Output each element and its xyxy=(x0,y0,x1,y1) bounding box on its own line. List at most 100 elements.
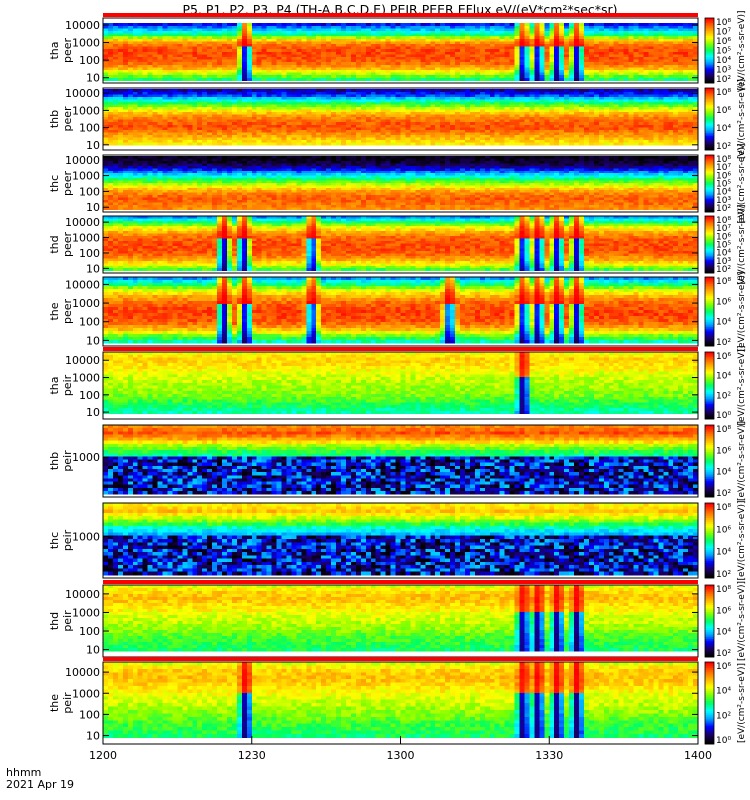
colorbar-tick-label: 10⁶ xyxy=(716,37,731,47)
colorbar-tick-label: 10² xyxy=(716,711,731,721)
panel-instrument-label: peir xyxy=(61,374,74,396)
ytick-label: 10000 xyxy=(65,154,100,167)
colorbar-tick-label: 10⁵ xyxy=(716,47,731,57)
panel-tha-peer: 10000 1000 100 10 tha peer 10⁸10⁷10⁶10⁵10⁴10³1… xyxy=(48,10,747,90)
colorbar-tick-label: 10⁶ xyxy=(716,297,731,307)
plot-frame xyxy=(102,502,699,579)
colorbar-tick-label: 10² xyxy=(716,338,731,348)
colorbar-tick-label: 10⁶ xyxy=(716,525,731,535)
ytick-label: 1000 xyxy=(72,372,100,385)
colorbar-tick-label: 10⁶ xyxy=(716,171,731,181)
colorbar-tick-label: 10⁷ xyxy=(716,224,731,234)
panel-the-peir: 10000 1000 100 10 the peir 10⁶ 10⁴ 10² 10⁰ [eV/(cm… xyxy=(48,657,747,746)
colorbar-tick-label: 10⁴ xyxy=(716,468,731,478)
panel-instrument-label: peir xyxy=(61,692,74,714)
panel-probe-label: tha xyxy=(48,41,61,59)
gap-stripe xyxy=(103,13,698,17)
panel-instrument-label: peer xyxy=(61,299,74,325)
panel-instrument-label: peer xyxy=(61,106,74,132)
colorbar-tick-label: 10⁷ xyxy=(716,163,731,173)
colorbar-tick-label: 10⁴ xyxy=(716,249,731,259)
ytick-label: 10 xyxy=(86,262,100,275)
colorbar-tick-label: 10³ xyxy=(716,66,731,76)
colorbar-tick-label: 10⁶ xyxy=(716,232,731,242)
gap-stripe xyxy=(103,347,698,351)
plot-frame xyxy=(102,215,699,274)
colorbar-tick-label: 10⁸ xyxy=(716,18,731,28)
colorbar-label: [eV/(cm²-s-sr-eV)] xyxy=(737,143,747,223)
heatmap-cells xyxy=(103,425,699,495)
ytick-label: 10000 xyxy=(65,19,100,32)
colorbar-tick-label: 10² xyxy=(716,570,731,580)
colorbar-tick-label: 10² xyxy=(716,649,731,659)
panel-probe-label: thd xyxy=(48,612,61,630)
colorbar-label: [eV/(cm²-s-sr-eV)] xyxy=(737,204,747,284)
colorbar: 10⁸ 10⁶ 10⁴ 10² [eV/(cm²-s-sr-eV)] xyxy=(704,79,747,159)
colorbar-tick-label: 10⁸ xyxy=(716,88,731,98)
panel-the-peer: 10000 1000 100 10 the peer 10⁸ 10⁶ 10⁴ 10² [eV/(cm… xyxy=(48,271,747,351)
colorbar-tick-label: 10⁰ xyxy=(716,736,731,746)
colorbar: 10⁸ 10⁶ 10⁴ 10² [eV/(cm²-s-sr-eV)] xyxy=(704,581,747,661)
ytick-label: 100 xyxy=(79,54,100,67)
colorbar-tick-label: 10⁸ xyxy=(716,425,731,435)
ytick-label: 10000 xyxy=(65,354,100,367)
colorbar: 10⁶ 10⁴ 10² 10⁰ [eV/(cm²-s-sr-eV)] xyxy=(704,345,747,426)
ytick-label: 100 xyxy=(79,389,100,402)
panel-instrument-label: peer xyxy=(61,232,74,258)
ytick-label: 100 xyxy=(79,122,100,135)
heatmap-cells xyxy=(103,585,699,652)
colorbar-tick-label: 10² xyxy=(716,75,731,85)
panel-instrument-label: peer xyxy=(61,38,74,64)
ytick-label: 100 xyxy=(79,708,100,721)
heatmap-cells xyxy=(103,352,699,415)
colorbar-tick-label: 10² xyxy=(716,142,731,152)
plot-frame xyxy=(102,17,699,84)
ytick-label: 10 xyxy=(86,406,100,419)
colorbar-label: [eV/(cm²-s-sr-eV)] xyxy=(737,10,747,90)
xtick-label: 1400 xyxy=(684,749,712,762)
colorbar-tick-label: 10⁸ xyxy=(716,585,731,595)
xtick-label: 1230 xyxy=(238,749,266,762)
heatmap-cells xyxy=(103,662,699,738)
colorbar-tick-label: 10² xyxy=(716,489,731,499)
time-axis: 1200 1230 1300 1330 1400 xyxy=(89,736,712,762)
ytick-label: 100 xyxy=(79,247,100,260)
colorbar-tick-label: 10⁴ xyxy=(716,628,731,638)
colorbar-tick-label: 10⁶ xyxy=(716,606,731,616)
panel-instrument-label: peir xyxy=(61,529,74,551)
colorbar-label: [eV/(cm²-s-sr-eV)] xyxy=(737,581,747,661)
ytick-label: 1000 xyxy=(72,531,100,544)
heatmap-cells xyxy=(103,89,699,146)
colorbar-tick-label: 10³ xyxy=(716,196,731,206)
ytick-label: 1000 xyxy=(72,297,100,310)
panel-instrument-label: peer xyxy=(61,171,74,197)
colorbar-tick-label: 10⁶ xyxy=(716,352,731,362)
ytick-label: 10000 xyxy=(65,588,100,601)
plot-frame xyxy=(102,154,699,213)
plot-frame xyxy=(102,424,699,498)
panel-thb-peer: 10000 1000 100 10 thb peer 10⁸ 10⁶ 10⁴ 10² [eV/(cm… xyxy=(48,79,747,159)
colorbar: 10⁸ 10⁶ 10⁴ 10² [eV/(cm²-s-sr-eV)] xyxy=(704,421,747,501)
colorbar-tick-label: 10⁴ xyxy=(716,318,731,328)
ytick-label: 10 xyxy=(86,644,100,657)
heatmap-cells xyxy=(103,23,699,81)
panel-probe-label: thd xyxy=(48,235,61,253)
gap-stripe xyxy=(103,657,698,661)
ytick-label: 100 xyxy=(79,316,100,329)
panel-thb-peir: 1000 thb peir 10⁸ 10⁶ 10⁴ 10² [eV/(cm²-s-sr-eV)… xyxy=(48,421,747,501)
colorbar-tick-label: 10⁸ xyxy=(716,155,731,165)
colorbar-tick-label: 10⁶ xyxy=(716,662,731,672)
heatmap-cells xyxy=(103,503,699,576)
ytick-label: 10000 xyxy=(65,666,100,679)
ytick-label: 10 xyxy=(86,730,100,743)
colorbar-tick-label: 10⁶ xyxy=(716,106,731,116)
panel-tha-peir: 10000 1000 100 10 tha peir 10⁶ 10⁴ 10² 10⁰ [eV/(cm… xyxy=(48,345,747,425)
colorbar-tick-label: 10⁴ xyxy=(716,687,731,697)
colorbar-tick-label: 10³ xyxy=(716,257,731,267)
colorbar-tick-label: 10⁵ xyxy=(716,180,731,190)
panel-thc-peir: 1000 thc peir 10⁸ 10⁶ 10⁴ 10² [eV/(cm²-s-sr-eV)… xyxy=(48,500,747,580)
